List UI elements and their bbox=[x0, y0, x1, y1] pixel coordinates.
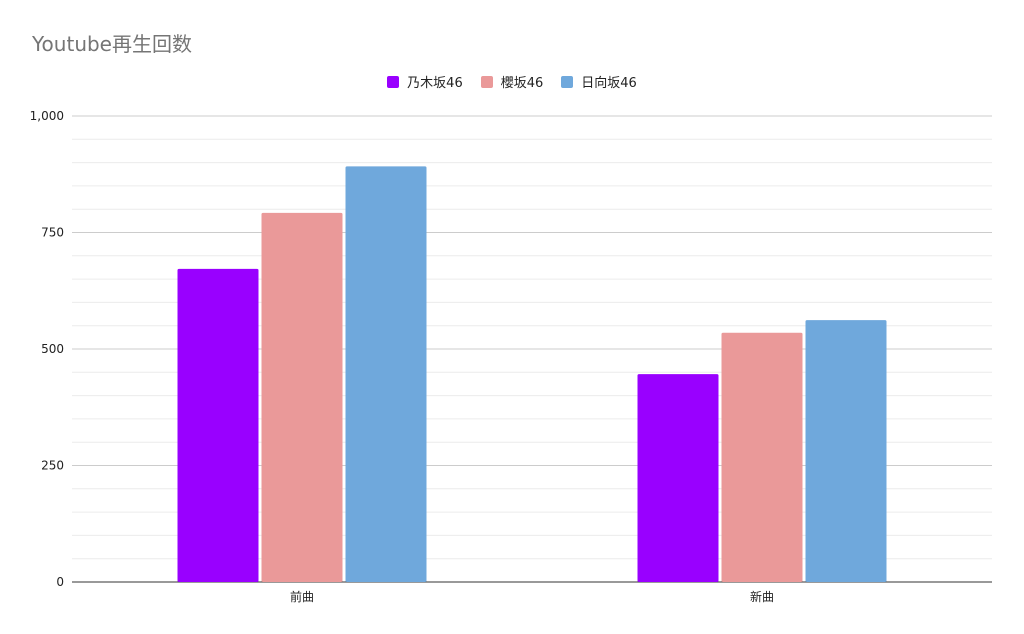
legend-item-0: 乃木坂46 bbox=[387, 72, 463, 91]
legend-swatch-2 bbox=[561, 75, 574, 88]
y-tick-label: 1,000 bbox=[30, 109, 64, 123]
legend: 乃木坂46 櫻坂46 日向坂46 bbox=[0, 72, 1024, 91]
x-category-label: 前曲 bbox=[290, 589, 314, 604]
y-tick-label: 500 bbox=[41, 342, 64, 356]
y-tick-label: 750 bbox=[41, 226, 64, 240]
legend-swatch-1 bbox=[480, 75, 493, 88]
bar-1-1 bbox=[721, 332, 803, 582]
legend-item-2: 日向坂46 bbox=[561, 72, 637, 91]
bar-0-0 bbox=[177, 268, 259, 582]
bar-0-1 bbox=[261, 212, 343, 583]
chart-title: Youtube再生回数 bbox=[32, 32, 192, 56]
legend-swatch-0 bbox=[387, 75, 400, 88]
legend-label-1: 櫻坂46 bbox=[500, 76, 544, 91]
y-tick-label: 0 bbox=[56, 575, 64, 589]
legend-label-0: 乃木坂46 bbox=[407, 76, 463, 91]
legend-item-1: 櫻坂46 bbox=[480, 72, 544, 91]
bar-1-2 bbox=[805, 320, 887, 582]
bar-1-0 bbox=[637, 374, 719, 582]
legend-label-2: 日向坂46 bbox=[581, 76, 637, 91]
bar-0-2 bbox=[345, 166, 427, 582]
y-tick-label: 250 bbox=[41, 459, 64, 473]
x-category-label: 新曲 bbox=[750, 589, 774, 604]
